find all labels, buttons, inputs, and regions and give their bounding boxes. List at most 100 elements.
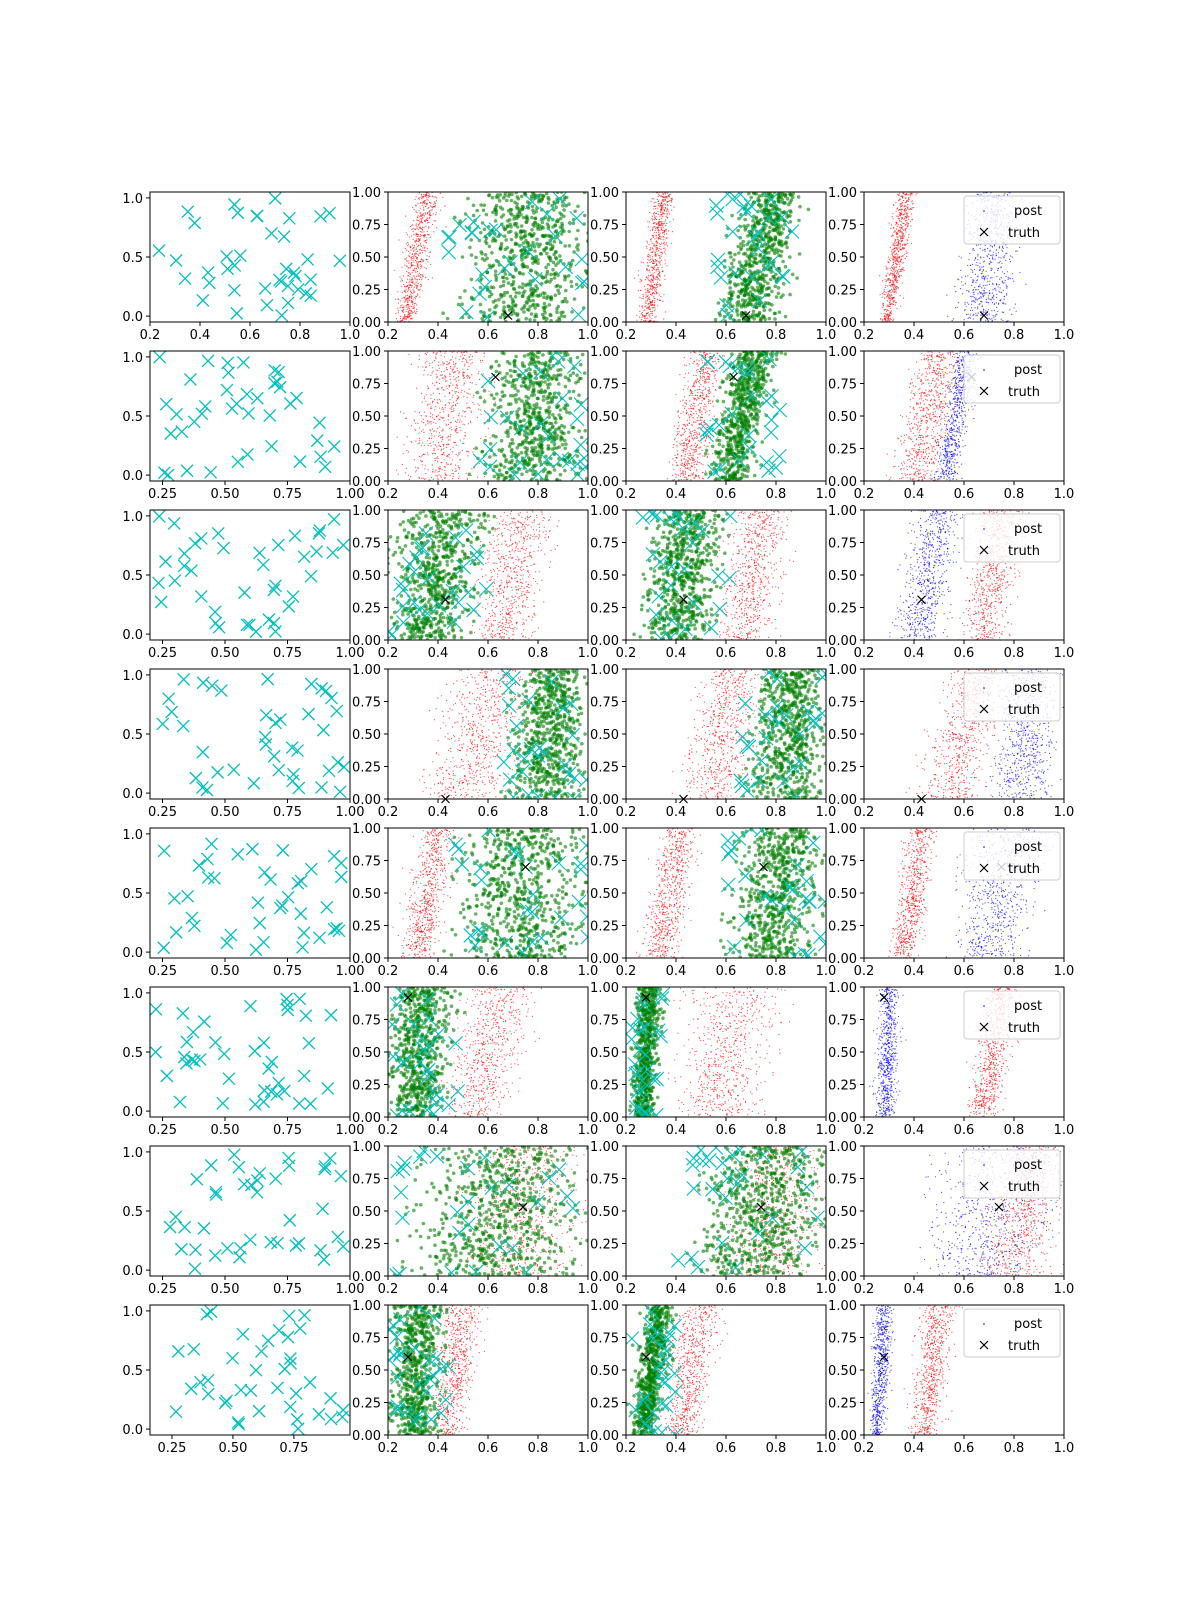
posterior-red-point <box>448 361 451 363</box>
posterior-blue-point <box>970 309 972 312</box>
posterior-blue-point <box>984 284 986 286</box>
posterior-red-point <box>426 202 428 204</box>
posterior-red-point <box>654 251 656 253</box>
posterior-red-point <box>458 478 460 480</box>
posterior-green-point <box>466 196 470 201</box>
posterior-red-point <box>446 380 448 382</box>
posterior-green-point <box>788 220 793 224</box>
posterior-red-point <box>409 286 411 289</box>
posterior-red-point <box>899 245 902 247</box>
posterior-red-point <box>900 237 902 239</box>
posterior-red-point <box>441 448 443 450</box>
posterior-red-point <box>433 447 435 449</box>
posterior-green-point <box>767 239 771 244</box>
posterior-green-point <box>760 290 764 295</box>
posterior-red-point <box>436 399 438 401</box>
posterior-red-point <box>427 233 429 236</box>
posterior-blue-point <box>1001 281 1004 283</box>
posterior-blue-point <box>986 255 988 257</box>
posterior-red-point <box>443 448 445 450</box>
posterior-green-point <box>583 269 588 273</box>
posterior-green-point <box>498 193 503 197</box>
posterior-red-point <box>404 290 407 292</box>
posterior-red-point <box>402 251 404 253</box>
posterior-green-point <box>496 195 500 200</box>
posterior-red-point <box>405 291 407 293</box>
posterior-green-point <box>737 318 741 322</box>
posterior-red-point <box>405 298 407 300</box>
posterior-green-point <box>736 295 741 299</box>
posterior-red-point <box>889 280 892 282</box>
posterior-blue-point <box>964 275 967 277</box>
posterior-green-point <box>781 281 786 286</box>
posterior-red-point <box>646 269 648 271</box>
posterior-blue-point <box>982 296 984 298</box>
posterior-red-point <box>660 296 662 298</box>
x-tick-label: 0.8 <box>528 328 549 343</box>
posterior-red-point <box>655 234 657 236</box>
posterior-red-point <box>446 446 448 449</box>
posterior-red-point <box>907 203 909 205</box>
posterior-red-point <box>651 307 653 309</box>
posterior-green-point <box>478 285 483 290</box>
posterior-red-point <box>423 231 425 233</box>
posterior-red-point <box>429 205 431 207</box>
posterior-blue-point <box>974 307 976 309</box>
posterior-blue-point <box>961 276 963 278</box>
posterior-green-point <box>546 224 551 228</box>
posterior-red-point <box>667 204 669 206</box>
posterior-red-point <box>471 468 473 470</box>
posterior-green-point <box>524 316 528 321</box>
posterior-green-point <box>498 247 503 251</box>
posterior-green-point <box>516 197 521 201</box>
posterior-red-point <box>465 358 467 360</box>
posterior-green-point <box>503 319 508 322</box>
posterior-red-point <box>896 259 898 261</box>
posterior-red-point <box>888 258 891 260</box>
posterior-red-point <box>882 306 884 308</box>
posterior-green-point <box>777 253 781 258</box>
posterior-red-point <box>426 196 428 198</box>
posterior-red-point <box>897 224 899 226</box>
posterior-green-point <box>554 271 558 275</box>
cyan-x-marker <box>477 279 493 295</box>
posterior-blue-point <box>996 306 998 308</box>
posterior-blue-point <box>978 304 980 306</box>
posterior-red-point <box>467 423 469 425</box>
posterior-green-point <box>515 225 520 229</box>
posterior-red-point <box>427 222 429 224</box>
posterior-red-point <box>418 249 421 251</box>
posterior-red-point <box>417 238 419 240</box>
posterior-red-point <box>417 266 419 268</box>
posterior-red-point <box>669 193 671 195</box>
posterior-green-point <box>498 284 503 289</box>
posterior-red-point <box>458 359 460 361</box>
posterior-green-point <box>776 277 780 282</box>
posterior-red-point <box>420 279 422 281</box>
posterior-red-point <box>666 245 669 247</box>
posterior-green-point <box>753 221 758 225</box>
cyan-x-marker <box>725 192 740 207</box>
posterior-red-point <box>423 201 425 203</box>
posterior-red-point <box>414 253 416 255</box>
posterior-red-point <box>422 418 424 420</box>
posterior-red-point <box>431 464 433 466</box>
posterior-red-point <box>488 413 490 415</box>
posterior-red-point <box>419 235 421 238</box>
posterior-red-point <box>461 361 463 363</box>
posterior-red-point <box>436 377 438 379</box>
posterior-red-point <box>905 217 908 219</box>
posterior-red-point <box>444 404 446 406</box>
posterior-red-point <box>442 377 444 379</box>
cyan-x-marker <box>763 192 779 207</box>
posterior-red-point <box>414 265 416 267</box>
posterior-red-point <box>463 365 466 367</box>
posterior-red-point <box>663 230 666 232</box>
posterior-red-point <box>660 210 662 212</box>
cyan-x-marker <box>527 271 543 287</box>
posterior-blue-point <box>1001 271 1004 273</box>
posterior-red-point <box>906 194 908 196</box>
posterior-blue-point <box>999 291 1001 293</box>
posterior-red-point <box>446 455 448 457</box>
posterior-red-point <box>658 234 660 237</box>
